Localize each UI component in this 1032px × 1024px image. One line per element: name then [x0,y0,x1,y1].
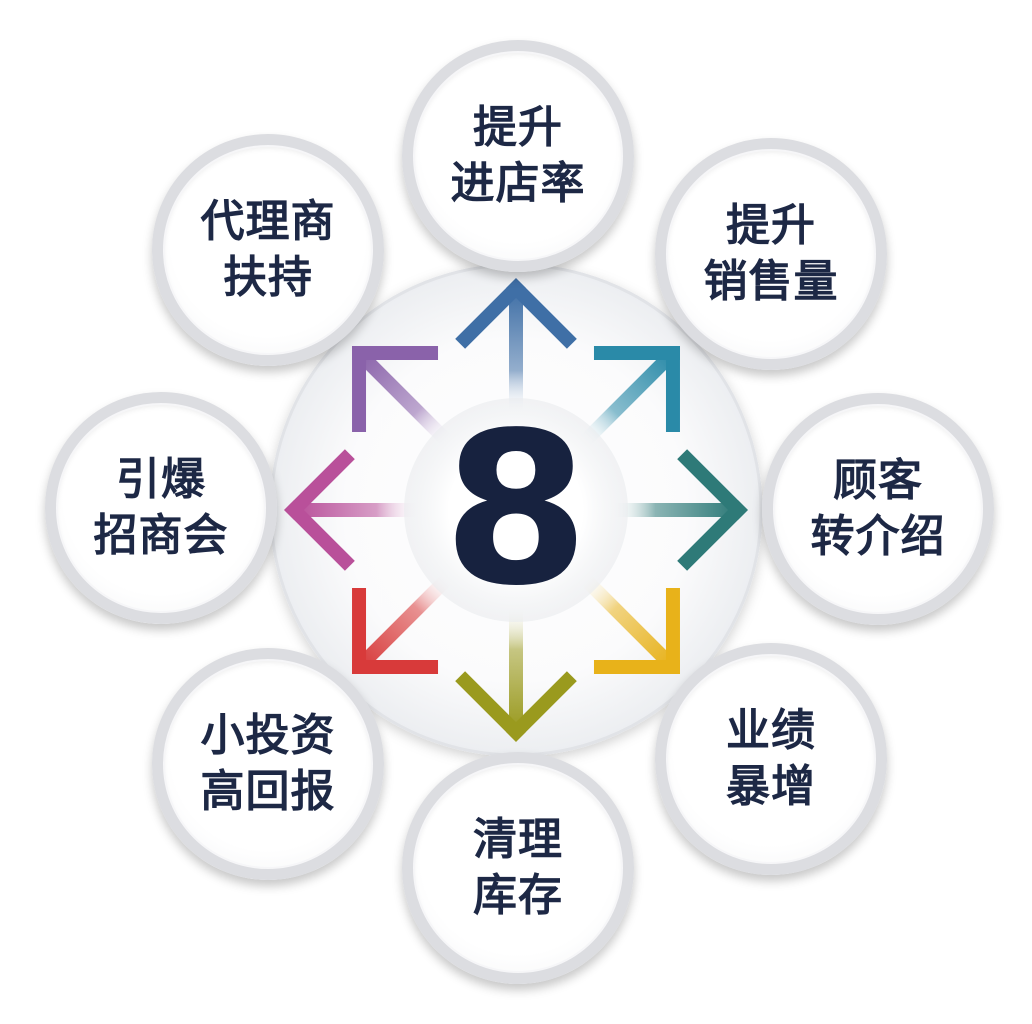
node-top-right-line-1: 提升 [726,200,816,251]
node-bottom: 清理 库存 [402,752,634,984]
node-right-line-1: 顾客 [833,455,923,506]
hub-inner-disc [404,398,628,622]
node-top: 提升 进店率 [402,40,634,272]
node-bottom-left: 小投资 高回报 [152,648,384,880]
arrow-left [284,449,421,571]
node-left: 引爆 招商会 [45,392,277,624]
node-right-line-2: 转介绍 [810,511,946,562]
arrow-up-left-shaft [359,353,454,448]
arrow-up-right-shaft [578,353,673,448]
node-bottom-left-line-1: 小投资 [200,710,336,761]
arrow-up-left [352,346,454,448]
arrow-left-head-1 [284,500,355,571]
node-bottom-line-1: 清理 [473,814,563,865]
arrow-down-right-shaft [578,572,673,667]
node-top-left-line-1: 代理商 [200,196,336,247]
node-right: 顾客 转介绍 [762,393,994,625]
node-top-line-1: 提升 [473,102,563,153]
node-left-line-2: 招商会 [93,510,229,561]
arrow-up-head-2 [506,278,577,349]
node-top-line-2: 进店率 [450,158,586,209]
node-bottom-left-line-2: 高回报 [200,766,336,817]
arrow-group [284,278,748,742]
arrow-up-right [578,346,680,448]
arrow-left-head-2 [284,449,355,520]
arrow-down-head-2 [455,671,526,742]
node-bottom-line-2: 库存 [473,870,563,921]
node-top-left: 代理商 扶持 [152,134,384,366]
arrow-right-head-2 [677,500,748,571]
node-top-right-line-2: 销售量 [703,256,839,307]
node-bottom-right-line-1: 业绩 [726,705,816,756]
node-left-line-1: 引爆 [116,454,206,505]
arrow-up [455,278,577,415]
node-top-right: 提升 销售量 [655,138,887,370]
node-bottom-right: 业绩 暴增 [655,643,887,875]
arrow-down-right [578,572,680,674]
arrow-down-left-shaft [359,572,454,667]
center-number: 8 [442,387,590,632]
arrow-right [611,449,748,571]
node-top-left-line-2: 扶持 [223,252,313,303]
arrow-right-head-1 [677,449,748,520]
arrow-down-left [352,572,454,674]
arrow-down [455,605,577,742]
arrow-down-head-1 [506,671,577,742]
node-bottom-right-line-2: 暴增 [726,761,816,812]
arrow-up-head-1 [455,278,526,349]
